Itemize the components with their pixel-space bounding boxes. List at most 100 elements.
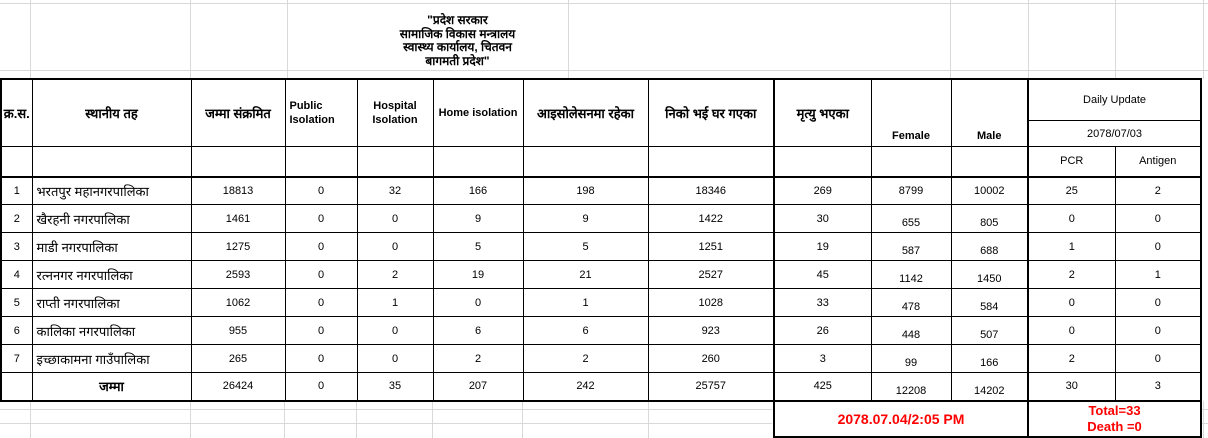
total-value-cell[interactable]: 35 xyxy=(356,372,434,402)
value-cell[interactable]: 1422 xyxy=(647,204,775,233)
value-cell[interactable]: 1251 xyxy=(647,232,775,261)
value-cell[interactable]: 1062 xyxy=(190,288,286,317)
value-cell[interactable]: 507 xyxy=(950,316,1029,345)
value-cell[interactable]: 0 xyxy=(1114,232,1203,261)
total-value-cell[interactable]: 12208 xyxy=(870,372,952,402)
value-cell[interactable]: 21 xyxy=(522,260,649,289)
value-cell[interactable]: 0 xyxy=(284,288,358,317)
value-cell[interactable]: 0 xyxy=(356,232,434,261)
value-cell[interactable]: 0 xyxy=(356,204,434,233)
value-cell[interactable]: 25 xyxy=(1027,176,1116,205)
value-cell[interactable]: 2593 xyxy=(190,260,286,289)
total-value-cell[interactable]: 0 xyxy=(284,372,358,402)
value-cell[interactable]: 198 xyxy=(522,176,649,205)
value-cell[interactable]: 5 xyxy=(522,232,649,261)
total-value-cell[interactable]: 425 xyxy=(773,372,872,402)
value-cell[interactable]: 2527 xyxy=(647,260,775,289)
value-cell[interactable]: 584 xyxy=(950,288,1029,317)
female-header[interactable]: Female xyxy=(870,78,952,147)
value-cell[interactable]: 30 xyxy=(773,204,872,233)
value-cell[interactable]: 33 xyxy=(773,288,872,317)
total-value-cell[interactable]: 25757 xyxy=(647,372,775,402)
value-cell[interactable]: 19 xyxy=(432,260,524,289)
value-cell[interactable]: 9 xyxy=(432,204,524,233)
value-cell[interactable]: 1 xyxy=(522,288,649,317)
value-cell[interactable]: 18346 xyxy=(647,176,775,205)
value-cell[interactable]: 0 xyxy=(1027,288,1116,317)
value-cell[interactable]: 166 xyxy=(950,344,1029,373)
value-cell[interactable]: 19 xyxy=(773,232,872,261)
value-cell[interactable]: 2 xyxy=(1114,176,1203,205)
empty-cell[interactable] xyxy=(0,146,33,178)
value-cell[interactable]: 0 xyxy=(432,288,524,317)
in-isolation-header[interactable]: आइसोलेसनमा रहेका xyxy=(522,78,649,147)
value-cell[interactable]: 0 xyxy=(284,344,358,373)
empty-cell[interactable] xyxy=(647,146,775,178)
empty-cell[interactable] xyxy=(773,146,872,178)
value-cell[interactable]: 955 xyxy=(190,316,286,345)
municipality-name-cell[interactable]: खैरहनी नगरपालिका xyxy=(31,204,192,233)
value-cell[interactable]: 587 xyxy=(870,232,952,261)
value-cell[interactable]: 0 xyxy=(284,232,358,261)
value-cell[interactable]: 0 xyxy=(356,344,434,373)
total-label-cell[interactable]: जम्मा xyxy=(31,372,192,402)
hospital-isolation-header[interactable]: Hospital Isolation xyxy=(356,78,434,147)
empty-cell[interactable] xyxy=(950,146,1029,178)
empty-cell[interactable] xyxy=(356,146,434,178)
value-cell[interactable]: 0 xyxy=(284,260,358,289)
value-cell[interactable]: 9 xyxy=(522,204,649,233)
pcr-header[interactable]: PCR xyxy=(1027,146,1116,178)
value-cell[interactable]: 2 xyxy=(432,344,524,373)
empty-cell[interactable] xyxy=(522,146,649,178)
municipality-name-cell[interactable]: रत्ननगर नगरपालिका xyxy=(31,260,192,289)
value-cell[interactable]: 1 xyxy=(1114,260,1203,289)
value-cell[interactable]: 688 xyxy=(950,232,1029,261)
value-cell[interactable]: 1028 xyxy=(647,288,775,317)
value-cell[interactable]: 99 xyxy=(870,344,952,373)
total-value-cell[interactable]: 14202 xyxy=(950,372,1029,402)
empty-cell[interactable] xyxy=(190,146,286,178)
daily-total-cell[interactable]: Total=33 Death =0 xyxy=(1026,400,1203,438)
value-cell[interactable]: 1 xyxy=(356,288,434,317)
value-cell[interactable]: 26 xyxy=(773,316,872,345)
value-cell[interactable]: 2 xyxy=(356,260,434,289)
value-cell[interactable]: 8799 xyxy=(870,176,952,205)
report-datetime-cell[interactable]: 2078.07.04/2:05 PM xyxy=(773,400,1029,438)
value-cell[interactable]: 3 xyxy=(773,344,872,373)
sn-cell[interactable]: 6 xyxy=(0,316,33,345)
value-cell[interactable]: 6 xyxy=(522,316,649,345)
value-cell[interactable]: 1461 xyxy=(190,204,286,233)
empty-cell[interactable] xyxy=(870,146,952,178)
value-cell[interactable]: 2 xyxy=(1027,344,1116,373)
value-cell[interactable]: 5 xyxy=(432,232,524,261)
value-cell[interactable]: 0 xyxy=(284,316,358,345)
total-value-cell[interactable]: 207 xyxy=(432,372,524,402)
value-cell[interactable]: 10002 xyxy=(950,176,1029,205)
municipality-name-cell[interactable]: कालिका नगरपालिका xyxy=(31,316,192,345)
antigen-header[interactable]: Antigen xyxy=(1114,146,1203,178)
value-cell[interactable]: 1275 xyxy=(190,232,286,261)
public-isolation-header[interactable]: Public Isolation xyxy=(284,78,358,147)
value-cell[interactable]: 0 xyxy=(284,204,358,233)
recovered-header[interactable]: निको भई घर गएका xyxy=(647,78,775,147)
value-cell[interactable]: 166 xyxy=(432,176,524,205)
sn-cell[interactable]: 2 xyxy=(0,204,33,233)
sn-header[interactable]: क्र.स. xyxy=(0,78,33,147)
value-cell[interactable]: 260 xyxy=(647,344,775,373)
value-cell[interactable]: 2 xyxy=(1027,260,1116,289)
value-cell[interactable]: 45 xyxy=(773,260,872,289)
total-infected-header[interactable]: जम्मा संक्रमित xyxy=(190,78,286,147)
sn-cell[interactable]: 7 xyxy=(0,344,33,373)
empty-cell[interactable] xyxy=(0,372,33,402)
value-cell[interactable]: 0 xyxy=(1114,288,1203,317)
value-cell[interactable]: 478 xyxy=(870,288,952,317)
total-value-cell[interactable]: 30 xyxy=(1027,372,1116,402)
total-value-cell[interactable]: 242 xyxy=(522,372,649,402)
value-cell[interactable]: 0 xyxy=(1114,344,1203,373)
home-isolation-header[interactable]: Home isolation xyxy=(432,78,524,147)
sn-cell[interactable]: 1 xyxy=(0,176,33,205)
empty-cell[interactable] xyxy=(432,146,524,178)
value-cell[interactable]: 0 xyxy=(1027,316,1116,345)
municipality-name-cell[interactable]: माडी नगरपालिका xyxy=(31,232,192,261)
daily-update-header[interactable]: Daily Update 2078/07/03 xyxy=(1026,78,1203,147)
